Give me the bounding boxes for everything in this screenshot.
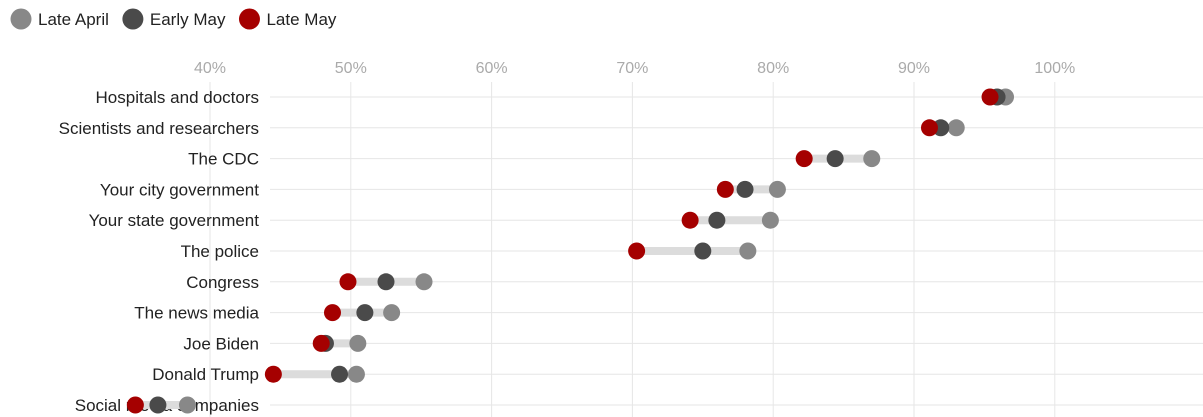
legend-item-late-april: Late April xyxy=(10,8,109,30)
point-late-april-donald-trump xyxy=(347,365,365,383)
legend-swatch-late-may xyxy=(238,8,260,30)
x-tick-label-90: 90% xyxy=(898,60,930,77)
row-label: Your city government xyxy=(100,180,259,199)
row-joe-biden: Joe Biden xyxy=(183,334,1203,353)
row-label: Donald Trump xyxy=(152,365,259,384)
point-early-may-your-city-government xyxy=(736,180,754,198)
point-late-may-the-news-media xyxy=(323,304,341,322)
point-late-may-the-police xyxy=(628,242,646,260)
point-late-april-your-city-government xyxy=(768,180,786,198)
x-tick-label-80: 80% xyxy=(757,60,789,77)
x-tick-label-100: 100% xyxy=(1034,60,1075,77)
legend-label-early-may: Early May xyxy=(150,10,226,29)
row-label: Scientists and researchers xyxy=(59,119,259,138)
x-tick-label-40: 40% xyxy=(194,60,226,77)
point-late-may-your-city-government xyxy=(716,180,734,198)
row-label: The news media xyxy=(134,304,259,323)
row-congress: Congress xyxy=(186,273,1203,292)
row-the-police: The police xyxy=(181,242,1203,261)
point-late-may-congress xyxy=(339,273,357,291)
legend-item-late-may: Late May xyxy=(238,8,337,30)
row-social-media-companies: Social media companies xyxy=(75,396,1203,415)
point-late-may-hospitals-and-doctors xyxy=(981,88,999,106)
point-late-may-social-media-companies xyxy=(126,396,144,414)
point-late-may-your-state-government xyxy=(681,211,699,229)
x-tick-label-70: 70% xyxy=(616,60,648,77)
point-late-april-congress xyxy=(415,273,433,291)
x-axis-ticks: 40% 50% 60% 70% 80% 90% 100% xyxy=(194,60,1075,77)
row-scientists-and-researchers: Scientists and researchers xyxy=(59,119,1203,138)
gridlines xyxy=(209,82,1056,417)
point-early-may-the-news-media xyxy=(356,304,374,322)
point-late-april-the-cdc xyxy=(863,150,881,168)
legend: Late April Early May Late May xyxy=(10,8,337,30)
x-tick-label-50: 50% xyxy=(335,60,367,77)
legend-label-late-may: Late May xyxy=(266,10,336,29)
point-early-may-donald-trump xyxy=(331,365,349,383)
legend-item-early-may: Early May xyxy=(122,8,226,30)
legend-swatch-late-april xyxy=(10,8,32,30)
point-early-may-social-media-companies xyxy=(149,396,167,414)
point-late-may-scientists-and-researchers xyxy=(920,119,938,137)
row-hospitals-and-doctors: Hospitals and doctors xyxy=(96,88,1203,107)
point-late-may-joe-biden xyxy=(312,334,330,352)
point-early-may-the-cdc xyxy=(826,150,844,168)
row-label: Your state government xyxy=(89,211,260,230)
point-late-april-joe-biden xyxy=(349,334,367,352)
legend-swatch-early-may xyxy=(122,8,144,30)
row-the-news-media: The news media xyxy=(134,304,1203,323)
row-label: The CDC xyxy=(188,150,259,169)
legend-label-late-april: Late April xyxy=(38,10,109,29)
point-late-april-scientists-and-researchers xyxy=(947,119,965,137)
row-your-city-government: Your city government xyxy=(100,180,1203,199)
point-late-april-your-state-government xyxy=(761,211,779,229)
point-early-may-your-state-government xyxy=(708,211,726,229)
point-late-april-the-police xyxy=(739,242,757,260)
row-the-cdc: The CDC xyxy=(188,150,1203,169)
row-label: Hospitals and doctors xyxy=(96,88,259,107)
row-label: Joe Biden xyxy=(183,334,259,353)
point-early-may-the-police xyxy=(694,242,712,260)
point-late-may-donald-trump xyxy=(264,365,282,383)
row-label: The police xyxy=(181,242,259,261)
row-your-state-government: Your state government xyxy=(89,211,1203,230)
x-tick-label-60: 60% xyxy=(476,60,508,77)
point-early-may-congress xyxy=(377,273,395,291)
point-late-april-social-media-companies xyxy=(178,396,196,414)
point-late-may-the-cdc xyxy=(795,150,813,168)
row-donald-trump: Donald Trump xyxy=(152,365,1203,384)
row-label: Congress xyxy=(186,273,259,292)
point-late-april-the-news-media xyxy=(383,304,401,322)
rows: Hospitals and doctors Scientists and rese… xyxy=(59,88,1203,415)
